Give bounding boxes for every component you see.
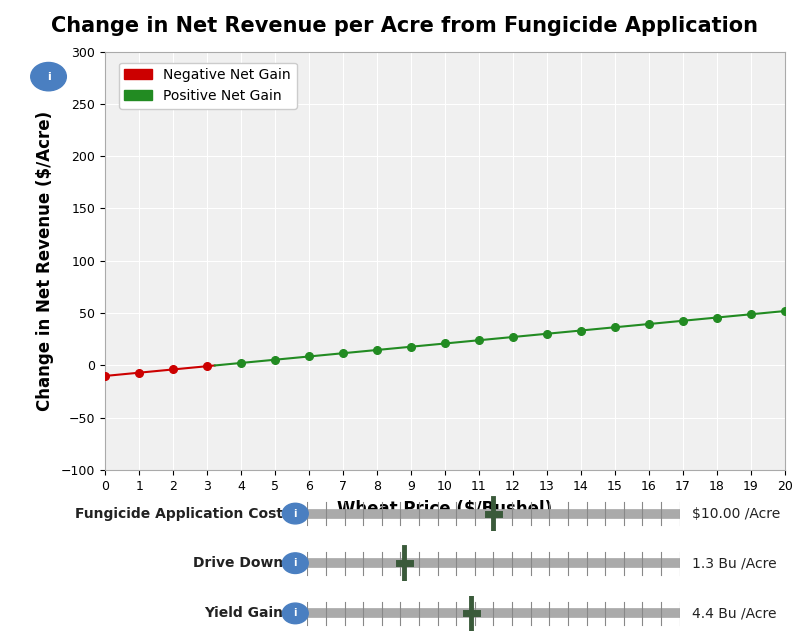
Text: Drive Down: Drive Down <box>193 556 283 570</box>
Text: Fungicide Application Cost: Fungicide Application Cost <box>75 507 283 520</box>
Text: i: i <box>47 71 50 82</box>
Text: 4.4 Bu /Acre: 4.4 Bu /Acre <box>692 607 776 620</box>
X-axis label: Wheat Price ($/Bushel): Wheat Price ($/Bushel) <box>337 500 553 518</box>
Y-axis label: Change in Net Revenue ($/Acre): Change in Net Revenue ($/Acre) <box>36 111 54 411</box>
Text: Yield Gain: Yield Gain <box>204 607 283 620</box>
Text: $10.00 /Acre: $10.00 /Acre <box>692 507 780 520</box>
Text: i: i <box>294 609 297 618</box>
Text: i: i <box>294 558 297 568</box>
Text: i: i <box>294 509 297 518</box>
Legend: Negative Net Gain, Positive Net Gain: Negative Net Gain, Positive Net Gain <box>119 62 297 109</box>
Text: Change in Net Revenue per Acre from Fungicide Application: Change in Net Revenue per Acre from Fung… <box>51 16 758 36</box>
Text: 1.3 Bu /Acre: 1.3 Bu /Acre <box>692 556 777 570</box>
